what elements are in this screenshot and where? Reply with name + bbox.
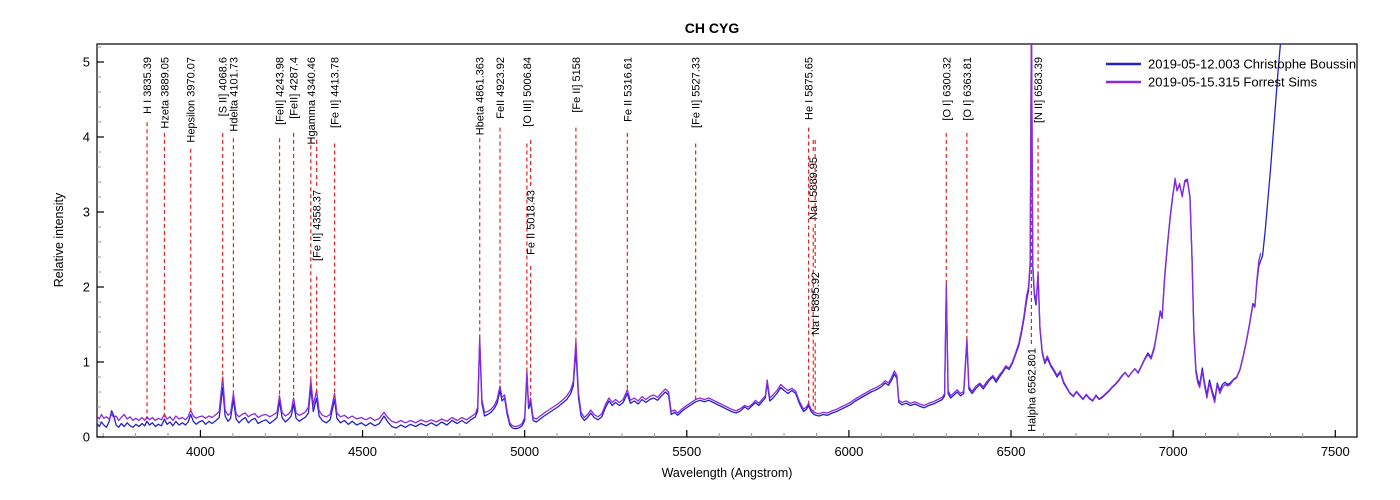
spectral-line-label: [O III] 5006.84 [522,57,534,127]
plot-border [96,43,1358,438]
spectral-line-label: [Fe II] 5527.33 [691,57,703,128]
spectral-line-marker: [Fe II] 5158 [571,57,583,348]
spectral-line-marker: He I 5875.65 [804,57,816,404]
spectral-line-marker: [O I] 6300.32 [941,57,953,287]
spectral-line-marker: [S II] 4068.6 [218,57,230,386]
spectral-line-label: Hbeta 4861.363 [475,57,487,135]
spectral-line-label: Halpha 6562.801 [1026,348,1038,432]
spectral-line-marker: [Fe II] 4358.37 [312,140,324,397]
legend-entry: 2019-05-15.315 Forrest Sims [1106,75,1318,90]
y-tick-label: 2 [83,280,90,295]
x-tick-label: 6500 [997,444,1026,459]
spectral-line-marker: H I 3835.39 [142,57,154,420]
spectral-line-label: Fe II 5316.61 [622,57,634,122]
spectral-line-marker: FeII 4923.92 [495,57,507,389]
spectral-line-marker: Hbeta 4861.363 [475,57,487,340]
x-tick-label: 6000 [834,444,863,459]
x-tick-label: 7000 [1159,444,1188,459]
spectral-line-marker: Na I 5889.95 [808,140,820,412]
spectral-line-label: He I 5875.65 [804,57,816,120]
y-axis-title: Relative intensity [52,192,66,287]
x-axis-ticks: 4000 4500 5000 5500 6000 6500 7000 7500 [102,430,1350,459]
legend-entry: 2019-05-12.003 Christophe Boussin [1106,57,1356,72]
spectral-line-label: [O I] 6363.81 [962,57,974,121]
spectral-line-marker: [FeII] 4243.98 [275,57,287,400]
spectral-line-marker: [N II] 6583.39 [1033,57,1045,274]
spectral-line-label: Hzeta 3889.05 [159,57,171,129]
spectral-line-label: [FeII] 4243.98 [275,57,287,125]
spectral-line-label: Fe II 5018.43 [526,190,538,255]
x-axis-title: Wavelength (Angstrom) [662,466,793,480]
spectral-line-marker: Hgamma 4340.46 [306,57,318,386]
spectral-line-marker: [O I] 6363.81 [962,57,974,341]
x-tick-label: 4000 [186,444,215,459]
spectral-line-marker: Na I 5895.92 [810,140,822,413]
x-tick-label: 5000 [510,444,539,459]
spectral-line-label: Hdelta 4101.73 [228,57,240,132]
spectral-line-label: FeII 4923.92 [495,57,507,119]
spectral-line-marker: Hepsilon 3970.07 [186,57,198,413]
spectral-line-marker: Fe II 5018.43 [526,140,538,401]
y-tick-label: 0 [83,430,90,445]
spectral-line-label: Na I 5889.95 [808,157,820,220]
spectral-line-marker: [O III] 5006.84 [522,57,534,374]
spectral-line-label: [Fe II] 4413.78 [330,57,342,128]
spectral-line-marker: Fe II 5316.61 [622,57,634,392]
spectral-line-marker: [Fe II] 4413.78 [330,57,342,398]
spectral-line-marker: Hzeta 3889.05 [159,57,171,418]
x-tick-label: 5500 [672,444,701,459]
spectral-line-label: [Fe II] 5158 [571,57,583,113]
spectral-line-label: Na I 5895.92 [810,272,822,335]
legend-label: 2019-05-12.003 Christophe Boussin [1148,57,1356,72]
spectral-line-label: H I 3835.39 [142,57,154,114]
spectrum-series-sims [97,44,1262,428]
spectral-line-marker: [Fe II] 5527.33 [691,57,703,400]
y-tick-label: 3 [83,205,90,220]
spectral-line-label: [O I] 6300.32 [941,57,953,121]
legend-label: 2019-05-15.315 Forrest Sims [1148,75,1318,90]
spectral-line-marker: Hdelta 4101.73 [228,57,240,398]
spectral-line-marker: [FeII] 4287.4 [289,57,301,402]
spectral-line-label: Hepsilon 3970.07 [186,57,198,143]
spectral-line-label: [N II] 6583.39 [1033,57,1045,123]
spectral-line-marker: Halpha 6562.801 [1026,46,1038,432]
spectral-line-label: [Fe II] 4358.37 [312,190,324,261]
x-tick-label: 7500 [1321,444,1350,459]
y-tick-label: 1 [83,355,90,370]
y-axis-ticks: 0 1 2 3 4 5 [83,46,104,445]
spectral-line-label: [S II] 4068.6 [218,57,230,116]
x-tick-label: 4500 [348,444,377,459]
y-tick-label: 4 [83,130,90,145]
spectral-line-label: Hgamma 4340.46 [306,57,318,144]
y-tick-label: 5 [83,55,90,70]
chart-title: CH CYG [685,20,740,36]
spectral-line-label: [FeII] 4287.4 [289,57,301,119]
